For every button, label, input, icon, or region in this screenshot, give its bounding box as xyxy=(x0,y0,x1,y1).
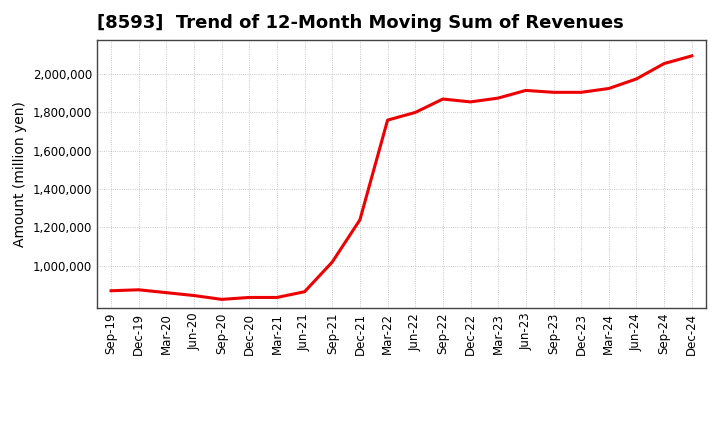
Text: [8593]  Trend of 12-Month Moving Sum of Revenues: [8593] Trend of 12-Month Moving Sum of R… xyxy=(97,15,624,33)
Y-axis label: Amount (million yen): Amount (million yen) xyxy=(14,101,27,247)
